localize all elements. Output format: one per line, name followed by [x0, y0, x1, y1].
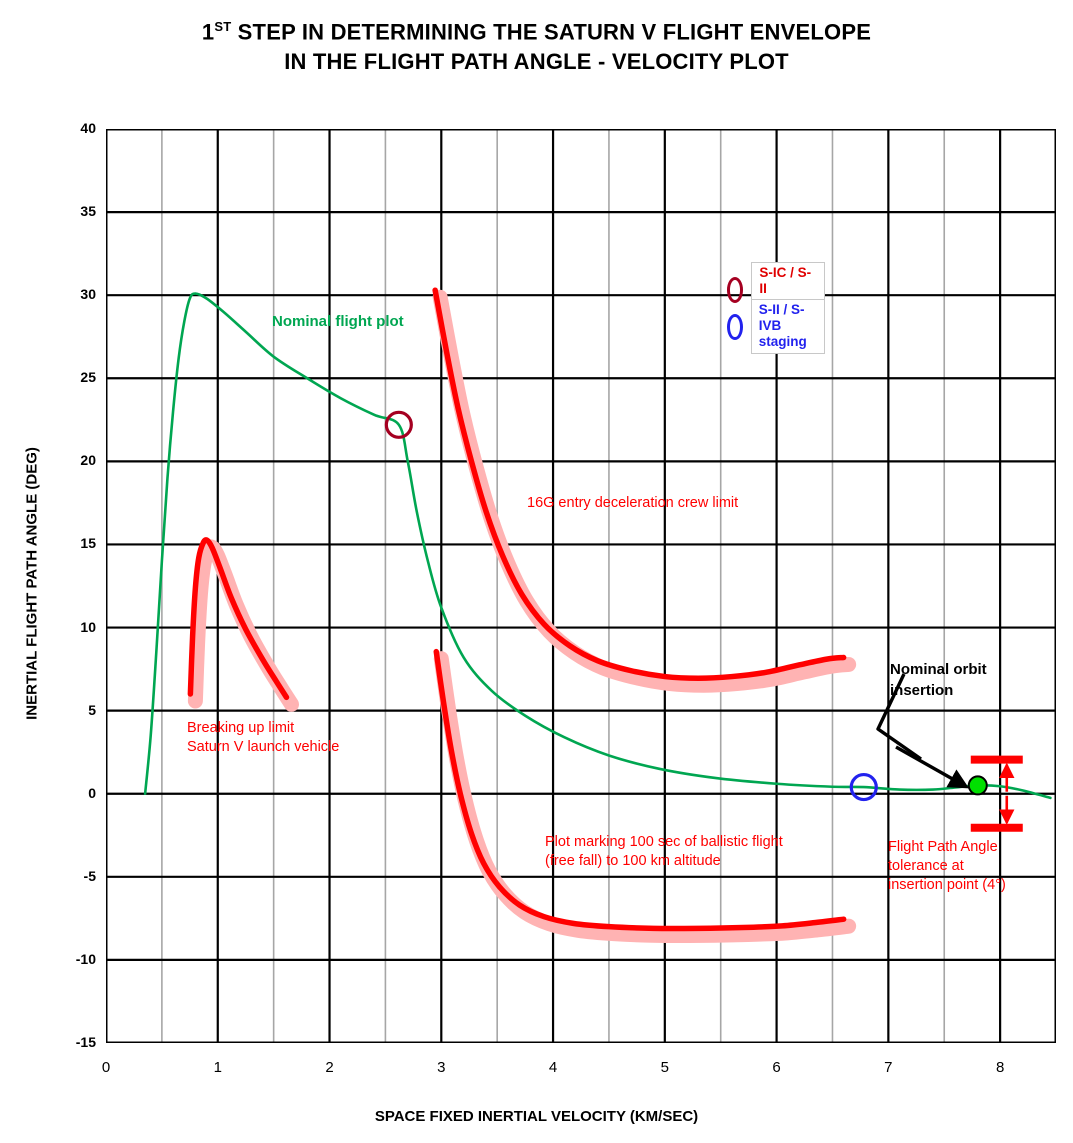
tolerance-indicator [970, 755, 1023, 832]
x-tick-label: 7 [884, 1059, 893, 1076]
series-line-3 [433, 648, 847, 932]
x-tick-label: 0 [101, 1059, 111, 1076]
annotation-nominal-orbit-insertion: Nominal orbit insertion [890, 659, 1010, 701]
x-tick-label: 6 [772, 1059, 781, 1076]
s-ic-s-ii-staging-marker [384, 410, 413, 439]
series-line-0 [143, 292, 1052, 800]
x-axis-label: SPACE FIXED INERTIAL VELOCITY (KM/SEC) [374, 1108, 699, 1125]
legend-label-s-ii-s-ivb: S-II / S-IVB staging [750, 299, 825, 354]
annotation-ballistic-line-1: Plot marking 100 sec of ballistic flight [545, 834, 783, 850]
annotation-tolerance-line-1: Flight Path Angle [888, 839, 998, 855]
x-tick-label: 3 [437, 1059, 446, 1076]
major-gridlines [106, 129, 1056, 1043]
legend-ring-blue-icon [727, 313, 743, 340]
x-tick-label: 5 [660, 1059, 669, 1076]
callout-polyline [876, 673, 922, 761]
x-tick-label: 4 [548, 1059, 558, 1076]
series-line-2 [432, 287, 847, 681]
page-title: 1ST STEP IN DETERMINING THE SATURN V FLI… [0, 12, 1073, 77]
y-tick-label: 40 [80, 120, 96, 136]
y-tick-label: 20 [80, 452, 96, 469]
y-tick-label: 5 [88, 701, 96, 718]
callout-arrow-line [895, 745, 970, 789]
title-ordinal-suffix: ST [214, 19, 232, 34]
annotation-ballistic-line-2: (free fall) to 100 km altitude [545, 853, 721, 869]
series-band-3 [433, 651, 857, 943]
annotation-breaking-up-limit: Breaking up limit Saturn V launch vehicl… [187, 719, 339, 757]
y-tick-label: 35 [80, 203, 96, 220]
y-tick-label: 30 [80, 286, 96, 303]
legend-ring-red-icon [727, 276, 744, 303]
plot-frame [106, 129, 1056, 1043]
insertion-callout-arrow [876, 673, 970, 789]
y-tick-label: -10 [75, 950, 96, 967]
y-tick-label: 25 [80, 369, 96, 386]
annotation-ballistic-flight: Plot marking 100 sec of ballistic flight… [545, 833, 783, 871]
series-lines [143, 287, 1052, 932]
annotation-insertion-line-1: Nominal orbit [890, 661, 987, 678]
minor-gridlines [161, 129, 1056, 1043]
series-band-2 [432, 289, 857, 693]
x-tick-label: 1 [213, 1059, 222, 1076]
x-tick-label: 2 [325, 1059, 334, 1076]
annotation-fpa-tolerance: Flight Path Angle tolerance at insertion… [888, 838, 1073, 895]
plot-area [106, 129, 1056, 1043]
title-line-1: 1ST STEP IN DETERMINING THE SATURN V FLI… [0, 12, 1073, 47]
annotation-nominal-flight-plot: Nominal flight plot [272, 313, 404, 330]
y-tick-label: -15 [75, 1034, 96, 1050]
y-tick-label: 15 [80, 535, 96, 552]
annotation-breaking-up-line-2: Saturn V launch vehicle [187, 739, 340, 755]
legend-item-s-ii-s-ivb[interactable]: S-II / S-IVB staging [727, 299, 825, 354]
annotation-entry-limit: 16G entry deceleration crew limit [527, 495, 739, 511]
y-tick-label: -5 [83, 867, 96, 884]
series-line-1 [187, 537, 290, 701]
annotation-tolerance-line-2: tolerance at [888, 858, 964, 874]
nominal-orbit-insertion-point [967, 775, 988, 796]
title-line-1-rest: STEP IN DETERMINING THE SATURN V FLIGHT … [231, 19, 872, 45]
title-line-2: IN THE FLIGHT PATH ANGLE - VELOCITY PLOT [284, 49, 789, 75]
x-tick-label: 8 [995, 1059, 1005, 1076]
annotation-tolerance-line-3: insertion point (4°) [888, 877, 1006, 893]
y-tick-label: 10 [80, 618, 96, 635]
title-ordinal: 1 [201, 19, 215, 45]
annotation-insertion-line-2: insertion [890, 682, 954, 699]
y-tick-label: 0 [88, 784, 96, 801]
chart-svg [106, 129, 1056, 1043]
y-axis-label: INERTIAL FLIGHT PATH ANGLE (DEG) [23, 447, 41, 720]
annotation-breaking-up-line-1: Breaking up limit [187, 720, 295, 736]
s-ii-s-ivb-staging-marker [849, 772, 878, 802]
staging-markers [384, 410, 988, 802]
